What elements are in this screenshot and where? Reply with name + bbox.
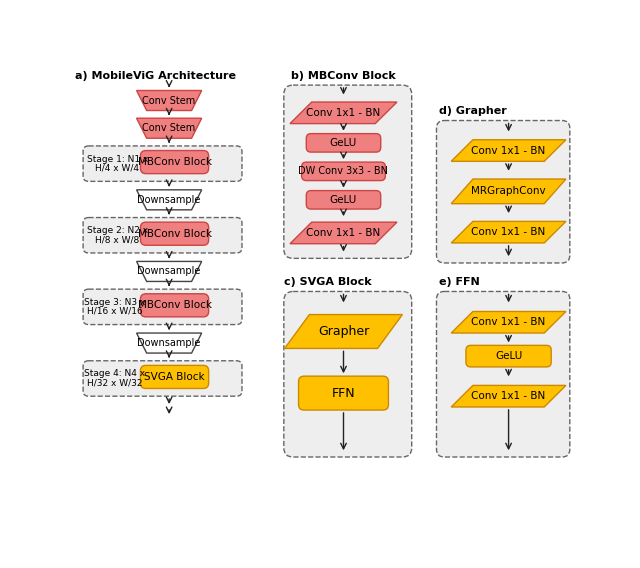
FancyBboxPatch shape [140,151,209,174]
Text: MRGraphConv: MRGraphConv [471,186,546,197]
Text: H/4 x W/4: H/4 x W/4 [95,164,140,173]
Text: c) SVGA Block: c) SVGA Block [284,277,371,287]
Text: Grapher: Grapher [318,325,369,338]
Polygon shape [290,102,397,124]
Text: e) FFN: e) FFN [439,277,479,287]
FancyBboxPatch shape [140,294,209,317]
FancyBboxPatch shape [140,222,209,245]
Polygon shape [290,222,397,244]
Text: Conv 1x1 - BN: Conv 1x1 - BN [307,228,381,238]
Text: H/16 x W/16: H/16 x W/16 [87,307,143,316]
Text: GeLU: GeLU [495,351,522,361]
FancyBboxPatch shape [284,85,412,258]
Text: FFN: FFN [332,387,355,400]
Text: DW Conv 3x3 - BN: DW Conv 3x3 - BN [298,166,388,176]
Text: SVGA Block: SVGA Block [144,372,205,382]
Text: Stage 1: N1 x: Stage 1: N1 x [86,154,148,164]
Text: Downsample: Downsample [138,266,201,277]
Text: a) MobileViG Architecture: a) MobileViG Architecture [75,71,236,81]
Text: Downsample: Downsample [138,338,201,348]
Text: Downsample: Downsample [138,195,201,205]
FancyBboxPatch shape [307,191,381,209]
Polygon shape [136,90,202,111]
FancyBboxPatch shape [436,120,570,263]
FancyBboxPatch shape [298,376,388,410]
Text: Conv 1x1 - BN: Conv 1x1 - BN [307,108,381,118]
FancyBboxPatch shape [83,289,242,324]
Text: b) MBConv Block: b) MBConv Block [291,71,396,81]
FancyBboxPatch shape [83,361,242,396]
Polygon shape [451,179,566,204]
Text: Stage 3: N3 x: Stage 3: N3 x [84,298,145,307]
Text: Stage 2: N2 x: Stage 2: N2 x [86,226,148,235]
Text: Conv 1x1 - BN: Conv 1x1 - BN [472,227,546,237]
Polygon shape [451,140,566,161]
Text: H/8 x W/8: H/8 x W/8 [95,235,140,244]
FancyBboxPatch shape [436,291,570,457]
Polygon shape [285,315,403,348]
Text: d) Grapher: d) Grapher [439,106,507,115]
FancyBboxPatch shape [301,162,385,181]
FancyBboxPatch shape [307,133,381,152]
Text: MBConv Block: MBConv Block [138,300,212,310]
Text: MBConv Block: MBConv Block [138,229,212,239]
FancyBboxPatch shape [83,218,242,253]
Text: Stage 4: N4 x: Stage 4: N4 x [84,369,145,378]
Text: Conv Stem: Conv Stem [143,95,196,106]
Polygon shape [451,386,566,407]
Text: H/32 x W/32: H/32 x W/32 [87,379,143,387]
Polygon shape [451,222,566,243]
FancyBboxPatch shape [140,365,209,389]
Text: GeLU: GeLU [330,138,357,148]
FancyBboxPatch shape [83,146,242,181]
Text: GeLU: GeLU [330,195,357,205]
Polygon shape [136,333,202,353]
Text: Conv Stem: Conv Stem [143,123,196,133]
Text: Conv 1x1 - BN: Conv 1x1 - BN [472,318,546,327]
Text: Conv 1x1 - BN: Conv 1x1 - BN [472,145,546,156]
Text: MBConv Block: MBConv Block [138,157,212,167]
FancyBboxPatch shape [284,291,412,457]
Polygon shape [136,261,202,282]
Text: Conv 1x1 - BN: Conv 1x1 - BN [472,391,546,401]
Polygon shape [451,311,566,333]
Polygon shape [136,190,202,210]
FancyBboxPatch shape [466,345,551,367]
Polygon shape [136,118,202,138]
